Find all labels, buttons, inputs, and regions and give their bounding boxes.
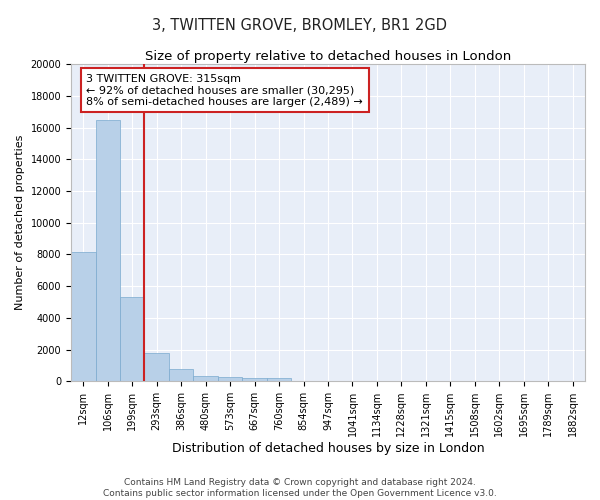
Bar (95, 120, 120, 381)
Bar (120, 297, 145, 381)
Bar (169, 369, 193, 381)
X-axis label: Distribution of detached houses by size in London: Distribution of detached houses by size … (172, 442, 484, 455)
Bar (71, 252, 95, 381)
Bar (193, 376, 218, 381)
Text: 3, TWITTEN GROVE, BROMLEY, BR1 2GD: 3, TWITTEN GROVE, BROMLEY, BR1 2GD (152, 18, 448, 32)
Text: Contains HM Land Registry data © Crown copyright and database right 2024.
Contai: Contains HM Land Registry data © Crown c… (103, 478, 497, 498)
Title: Size of property relative to detached houses in London: Size of property relative to detached ho… (145, 50, 511, 63)
Bar (242, 378, 267, 381)
Y-axis label: Number of detached properties: Number of detached properties (15, 135, 25, 310)
Bar (145, 354, 169, 381)
Bar (218, 377, 242, 381)
Text: 3 TWITTEN GROVE: 315sqm
← 92% of detached houses are smaller (30,295)
8% of semi: 3 TWITTEN GROVE: 315sqm ← 92% of detache… (86, 74, 363, 107)
Bar (267, 378, 292, 381)
